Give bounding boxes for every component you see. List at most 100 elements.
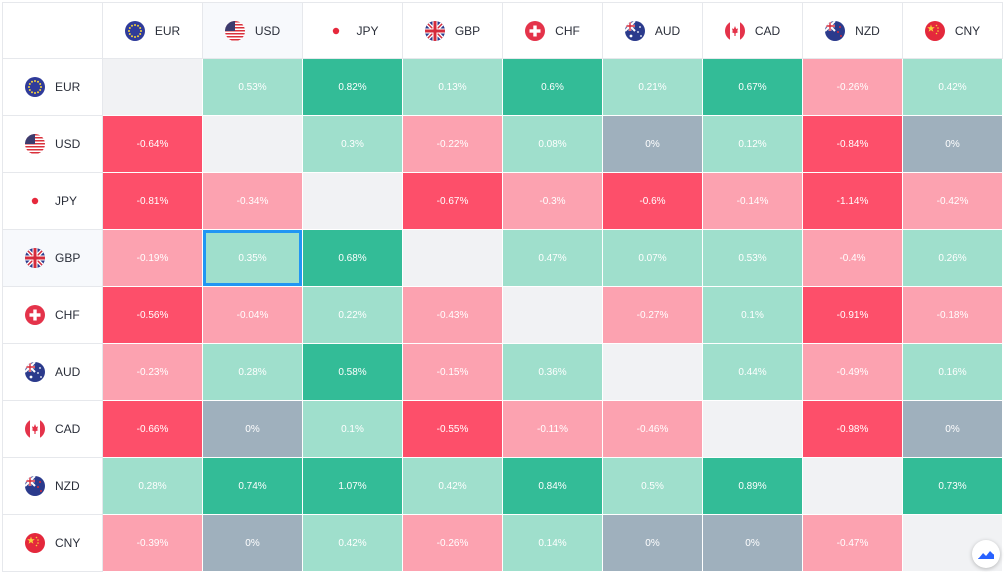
rate-cell-gbp-usd[interactable]: 0.35% [203, 230, 303, 287]
rate-cell-usd-cad[interactable]: 0.12% [703, 116, 803, 173]
rate-cell-usd-aud[interactable]: 0% [603, 116, 703, 173]
diagonal-cell[interactable] [803, 458, 903, 515]
diagonal-cell[interactable] [403, 230, 503, 287]
rate-cell-cny-nzd[interactable]: -0.47% [803, 515, 903, 572]
row-header-aud[interactable]: AUD [3, 344, 103, 401]
rate-cell-jpy-gbp[interactable]: -0.67% [403, 173, 503, 230]
rate-cell-gbp-aud[interactable]: 0.07% [603, 230, 703, 287]
rate-cell-cad-nzd[interactable]: -0.98% [803, 401, 903, 458]
rate-cell-chf-cny[interactable]: -0.18% [903, 287, 1003, 344]
rate-cell-jpy-cny[interactable]: -0.42% [903, 173, 1003, 230]
rate-cell-nzd-jpy[interactable]: 1.07% [303, 458, 403, 515]
rate-cell-jpy-nzd[interactable]: -1.14% [803, 173, 903, 230]
rate-cell-jpy-usd[interactable]: -0.34% [203, 173, 303, 230]
rate-cell-cad-aud[interactable]: -0.46% [603, 401, 703, 458]
diagonal-cell[interactable] [703, 401, 803, 458]
column-header-cny[interactable]: CNY [903, 3, 1003, 59]
rate-cell-cad-eur[interactable]: -0.66% [103, 401, 203, 458]
rate-cell-nzd-cny[interactable]: 0.73% [903, 458, 1003, 515]
rate-cell-nzd-eur[interactable]: 0.28% [103, 458, 203, 515]
rate-cell-eur-usd[interactable]: 0.53% [203, 59, 303, 116]
rate-cell-chf-usd[interactable]: -0.04% [203, 287, 303, 344]
rate-cell-gbp-chf[interactable]: 0.47% [503, 230, 603, 287]
diagonal-cell[interactable] [103, 59, 203, 116]
rate-cell-jpy-chf[interactable]: -0.3% [503, 173, 603, 230]
rate-cell-usd-jpy[interactable]: 0.3% [303, 116, 403, 173]
column-header-cad[interactable]: CAD [703, 3, 803, 59]
rate-cell-aud-eur[interactable]: -0.23% [103, 344, 203, 401]
rate-cell-cny-chf[interactable]: 0.14% [503, 515, 603, 572]
rate-cell-eur-nzd[interactable]: -0.26% [803, 59, 903, 116]
rate-cell-chf-gbp[interactable]: -0.43% [403, 287, 503, 344]
rate-cell-aud-chf[interactable]: 0.36% [503, 344, 603, 401]
rate-cell-cad-gbp[interactable]: -0.55% [403, 401, 503, 458]
rate-cell-gbp-cad[interactable]: 0.53% [703, 230, 803, 287]
rate-cell-cny-jpy[interactable]: 0.42% [303, 515, 403, 572]
rate-cell-eur-gbp[interactable]: 0.13% [403, 59, 503, 116]
column-header-nzd[interactable]: NZD [803, 3, 903, 59]
rate-cell-cny-gbp[interactable]: -0.26% [403, 515, 503, 572]
rate-cell-nzd-usd[interactable]: 0.74% [203, 458, 303, 515]
rate-cell-aud-usd[interactable]: 0.28% [203, 344, 303, 401]
rate-cell-aud-gbp[interactable]: -0.15% [403, 344, 503, 401]
column-header-aud[interactable]: AUD [603, 3, 703, 59]
rate-cell-jpy-cad[interactable]: -0.14% [703, 173, 803, 230]
column-header-usd[interactable]: USD [203, 3, 303, 59]
rate-cell-aud-cny[interactable]: 0.16% [903, 344, 1003, 401]
rate-cell-eur-jpy[interactable]: 0.82% [303, 59, 403, 116]
rate-cell-cad-usd[interactable]: 0% [203, 401, 303, 458]
rate-cell-gbp-nzd[interactable]: -0.4% [803, 230, 903, 287]
rate-cell-usd-gbp[interactable]: -0.22% [403, 116, 503, 173]
row-header-jpy[interactable]: JPY [3, 173, 103, 230]
diagonal-cell[interactable] [503, 287, 603, 344]
row-header-chf[interactable]: CHF [3, 287, 103, 344]
rate-cell-gbp-cny[interactable]: 0.26% [903, 230, 1003, 287]
rate-cell-cad-jpy[interactable]: 0.1% [303, 401, 403, 458]
rate-cell-eur-aud[interactable]: 0.21% [603, 59, 703, 116]
rate-cell-jpy-eur[interactable]: -0.81% [103, 173, 203, 230]
rate-cell-usd-nzd[interactable]: -0.84% [803, 116, 903, 173]
rate-cell-chf-aud[interactable]: -0.27% [603, 287, 703, 344]
row-header-eur[interactable]: EUR [3, 59, 103, 116]
column-header-gbp[interactable]: GBP [403, 3, 503, 59]
ch-flag-icon [525, 20, 546, 41]
rate-cell-gbp-jpy[interactable]: 0.68% [303, 230, 403, 287]
rate-cell-aud-cad[interactable]: 0.44% [703, 344, 803, 401]
rate-cell-aud-nzd[interactable]: -0.49% [803, 344, 903, 401]
diagonal-cell[interactable] [603, 344, 703, 401]
rate-cell-eur-cny[interactable]: 0.42% [903, 59, 1003, 116]
rate-cell-cny-aud[interactable]: 0% [603, 515, 703, 572]
rate-cell-cad-cny[interactable]: 0% [903, 401, 1003, 458]
row-header-gbp[interactable]: GBP [3, 230, 103, 287]
rate-cell-usd-eur[interactable]: -0.64% [103, 116, 203, 173]
rate-cell-eur-cad[interactable]: 0.67% [703, 59, 803, 116]
diagonal-cell[interactable] [203, 116, 303, 173]
rate-cell-cny-usd[interactable]: 0% [203, 515, 303, 572]
rate-cell-chf-jpy[interactable]: 0.22% [303, 287, 403, 344]
rate-cell-cny-cad[interactable]: 0% [703, 515, 803, 572]
row-header-cny[interactable]: CNY [3, 515, 103, 572]
rate-cell-usd-chf[interactable]: 0.08% [503, 116, 603, 173]
rate-cell-chf-cad[interactable]: 0.1% [703, 287, 803, 344]
rate-cell-usd-cny[interactable]: 0% [903, 116, 1003, 173]
rate-cell-gbp-eur[interactable]: -0.19% [103, 230, 203, 287]
row-header-cad[interactable]: CAD [3, 401, 103, 458]
row-header-usd[interactable]: USD [3, 116, 103, 173]
tradingview-logo-icon[interactable] [972, 540, 1000, 568]
column-header-chf[interactable]: CHF [503, 3, 603, 59]
rate-cell-eur-chf[interactable]: 0.6% [503, 59, 603, 116]
rate-cell-chf-nzd[interactable]: -0.91% [803, 287, 903, 344]
rate-cell-nzd-gbp[interactable]: 0.42% [403, 458, 503, 515]
rate-cell-nzd-chf[interactable]: 0.84% [503, 458, 603, 515]
row-header-nzd[interactable]: NZD [3, 458, 103, 515]
column-header-jpy[interactable]: JPY [303, 3, 403, 59]
rate-cell-nzd-cad[interactable]: 0.89% [703, 458, 803, 515]
diagonal-cell[interactable] [303, 173, 403, 230]
rate-cell-jpy-aud[interactable]: -0.6% [603, 173, 703, 230]
rate-cell-nzd-aud[interactable]: 0.5% [603, 458, 703, 515]
rate-cell-chf-eur[interactable]: -0.56% [103, 287, 203, 344]
column-header-eur[interactable]: EUR [103, 3, 203, 59]
rate-cell-cad-chf[interactable]: -0.11% [503, 401, 603, 458]
rate-cell-cny-eur[interactable]: -0.39% [103, 515, 203, 572]
rate-cell-aud-jpy[interactable]: 0.58% [303, 344, 403, 401]
